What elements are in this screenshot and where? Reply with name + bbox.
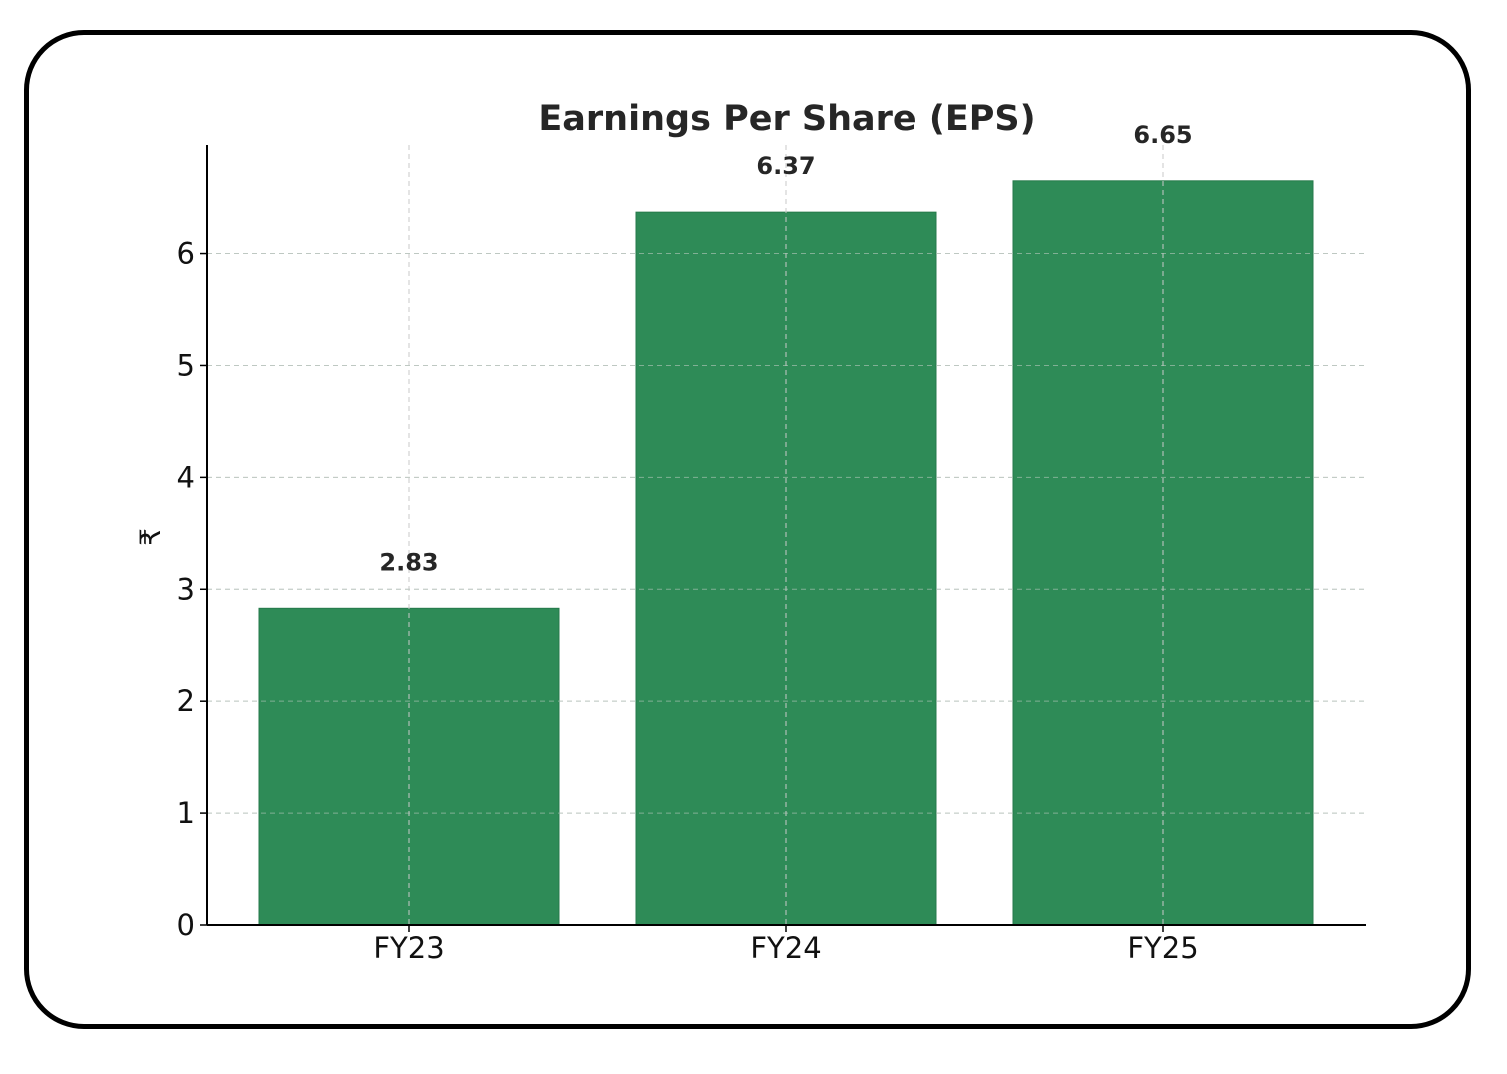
y-tick-label: 5 xyxy=(177,348,195,382)
x-tick-label-fy23: FY23 xyxy=(373,931,444,965)
chart-title: Earnings Per Share (EPS) xyxy=(538,99,1035,139)
x-tick-label-fy24: FY24 xyxy=(750,931,821,965)
labels-layer: 0 1 2 3 4 5 6 2.83 6.37 6.65 FY23 FY24 FY25 xyxy=(177,121,1199,965)
y-tick-label: 2 xyxy=(177,684,195,718)
y-tick-label: 1 xyxy=(177,796,195,830)
y-tick-label: 4 xyxy=(177,460,195,494)
vertical-grid-layer xyxy=(207,145,1366,925)
y-axis-label: ₹ xyxy=(134,528,167,546)
x-tick-label-fy25: FY25 xyxy=(1127,931,1198,965)
y-tick-label: 3 xyxy=(177,572,195,606)
value-label-fy24: 6.37 xyxy=(756,152,815,180)
value-label-fy23: 2.83 xyxy=(379,548,438,576)
axes-layer xyxy=(200,145,1366,932)
y-tick-label: 0 xyxy=(177,908,195,942)
value-label-fy25: 6.65 xyxy=(1133,121,1192,149)
y-tick-label: 6 xyxy=(177,237,195,271)
